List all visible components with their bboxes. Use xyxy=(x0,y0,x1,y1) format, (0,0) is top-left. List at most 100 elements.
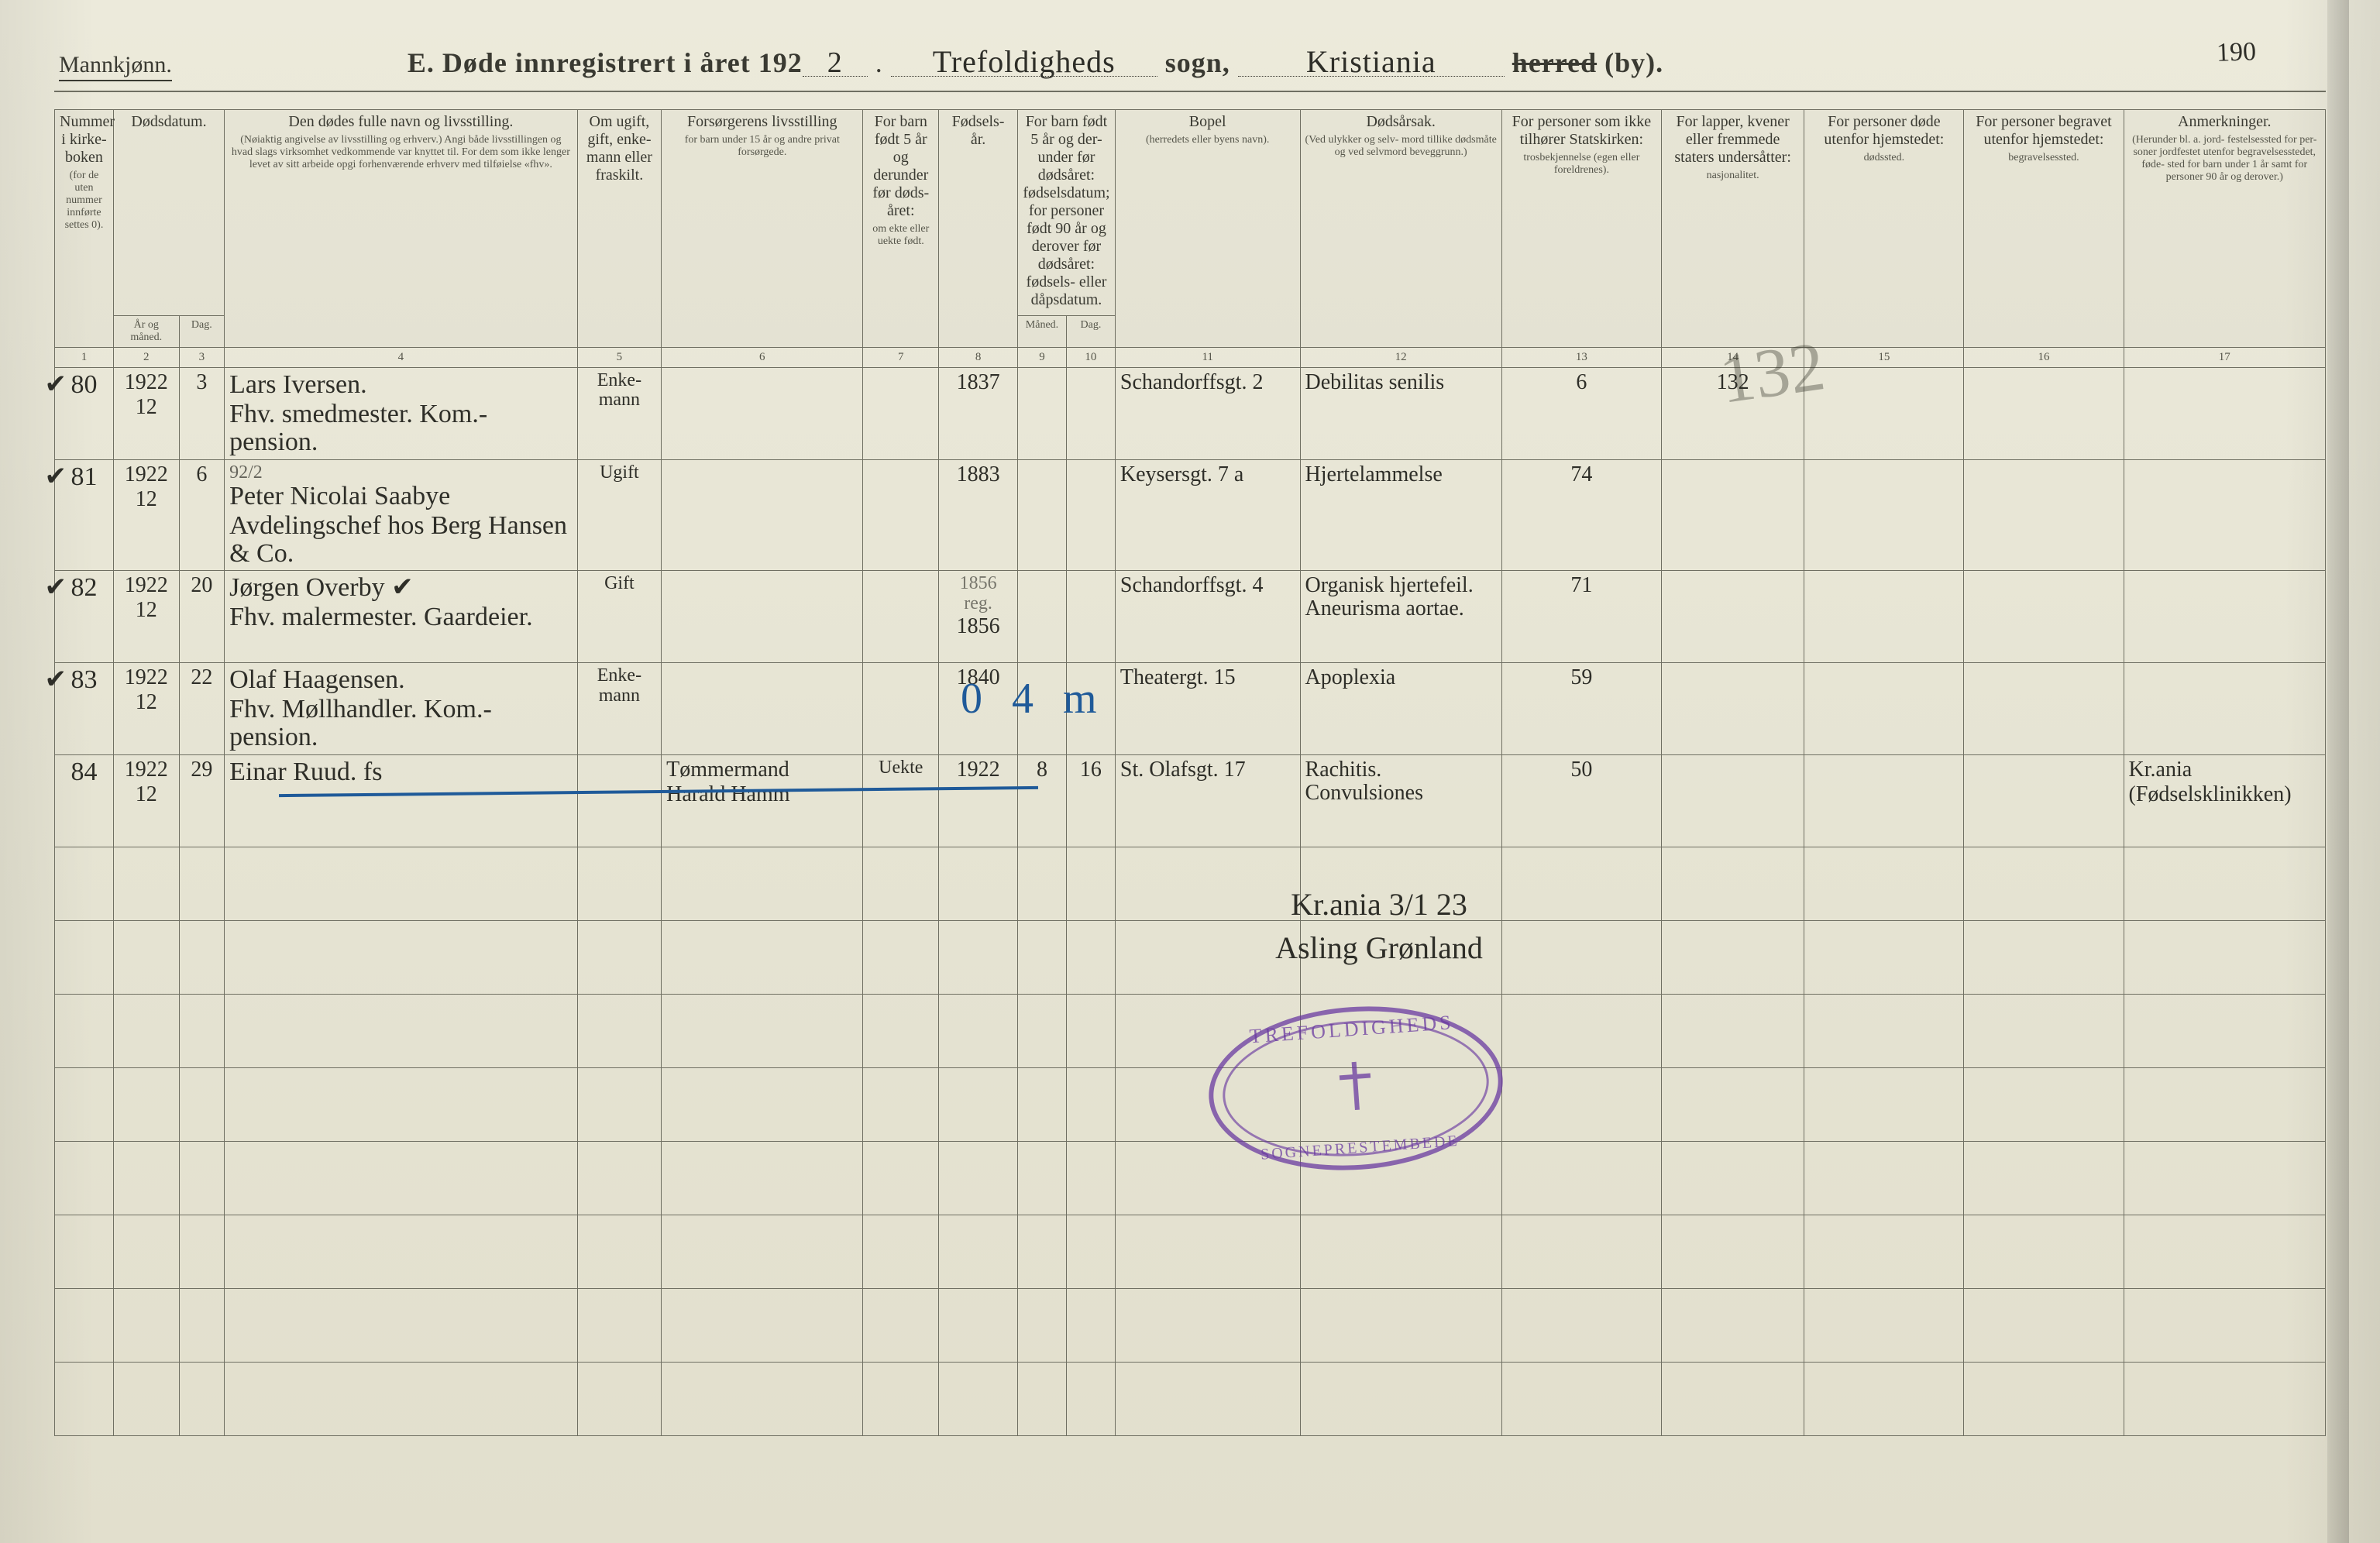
col-13: 6 xyxy=(1501,368,1661,460)
empty-cell xyxy=(662,1363,863,1436)
empty-cell xyxy=(939,995,1018,1068)
empty-cell xyxy=(577,1289,661,1363)
col-9-10-header: For barn født 5 år og der- under før død… xyxy=(1018,110,1116,316)
birth-day xyxy=(1066,571,1115,663)
signature-place-date: Kr.ania 3/1 23 xyxy=(1178,883,1580,926)
empty-cell xyxy=(1804,921,1964,995)
row-number: ✔81 xyxy=(55,460,114,571)
empty-cell xyxy=(179,921,225,995)
empty-cell xyxy=(577,1215,661,1289)
col-16 xyxy=(1964,755,2124,847)
empty-cell xyxy=(179,995,225,1068)
empty-cell xyxy=(225,847,578,921)
empty-cell xyxy=(1804,1363,1964,1436)
provider: TømmermandHarald Hamm xyxy=(662,755,863,847)
empty-cell xyxy=(1964,847,2124,921)
table-row-blank xyxy=(55,1068,2326,1142)
empty-cell xyxy=(1964,1068,2124,1142)
empty-cell xyxy=(113,921,179,995)
by-label: (by). xyxy=(1604,47,1663,78)
marital-status: Gift xyxy=(577,571,661,663)
empty-cell xyxy=(863,1289,939,1363)
birth-day xyxy=(1066,368,1115,460)
empty-cell xyxy=(1804,847,1964,921)
marital-status xyxy=(577,755,661,847)
empty-cell xyxy=(1501,1068,1661,1142)
column-number: 3 xyxy=(179,348,225,368)
provider xyxy=(662,460,863,571)
row-number: 84 xyxy=(55,755,114,847)
empty-cell xyxy=(1661,921,1804,995)
scanned-page: 190 Mannkjønn. E. Døde innregistrert i å… xyxy=(0,0,2380,1543)
title-sep: . xyxy=(875,47,883,78)
empty-cell xyxy=(113,847,179,921)
ledger-table: Nummer i kirke- boken(for de uten nummer… xyxy=(54,109,2326,1436)
column-number: 2 xyxy=(113,348,179,368)
table-row-blank xyxy=(55,995,2326,1068)
empty-cell xyxy=(577,921,661,995)
parish-stamp: TREFOLDIGHEDS SOGNEPRESTEMBEDE xyxy=(1203,997,1508,1180)
signature-name: Asling Grønland xyxy=(1178,926,1580,970)
birth-day xyxy=(1066,460,1115,571)
empty-cell xyxy=(2124,1142,2325,1215)
empty-cell xyxy=(1066,921,1115,995)
col-15 xyxy=(1804,368,1964,460)
birth-year: 1856 reg.1856 xyxy=(939,571,1018,663)
empty-cell xyxy=(179,1142,225,1215)
auditor-mark: 132 xyxy=(1714,326,1829,420)
col-13-header: For personer som ikke tilhører Statskirk… xyxy=(1501,110,1661,348)
col-7-header: For barn født 5 år og derunder før døds-… xyxy=(863,110,939,348)
col-13: 50 xyxy=(1501,755,1661,847)
empty-cell xyxy=(939,847,1018,921)
column-number: 15 xyxy=(1804,348,1964,368)
sogn-label: sogn, xyxy=(1165,47,1230,78)
birth-month xyxy=(1018,368,1067,460)
provider xyxy=(662,663,863,755)
empty-cell xyxy=(113,1363,179,1436)
empty-cell xyxy=(1964,921,2124,995)
empty-cell xyxy=(1661,1289,1804,1363)
empty-cell xyxy=(1804,1068,1964,1142)
provider xyxy=(662,368,863,460)
death-year-month: 192212 xyxy=(113,571,179,663)
empty-cell xyxy=(1066,995,1115,1068)
col-14 xyxy=(1661,571,1804,663)
empty-cell xyxy=(1018,1289,1067,1363)
legitimacy: Uekte xyxy=(863,755,939,847)
marital-status: Enke- mann xyxy=(577,368,661,460)
empty-cell xyxy=(1661,995,1804,1068)
empty-cell xyxy=(2124,847,2325,921)
remarks xyxy=(2124,663,2325,755)
residence: Schandorffsgt. 2 xyxy=(1115,368,1300,460)
empty-cell xyxy=(113,1068,179,1142)
empty-cell xyxy=(1066,1142,1115,1215)
provider xyxy=(662,571,863,663)
col-15 xyxy=(1804,460,1964,571)
empty-cell xyxy=(1115,1289,1300,1363)
page-number: 190 xyxy=(2216,38,2256,67)
empty-cell xyxy=(113,1142,179,1215)
name-occupation: 92/2Peter Nicolai SaabyeAvdelingschef ho… xyxy=(225,460,578,571)
page-gutter xyxy=(2327,0,2349,1543)
empty-cell xyxy=(577,995,661,1068)
empty-cell xyxy=(1066,1215,1115,1289)
column-number: 1 xyxy=(55,348,114,368)
birth-year: 1883 xyxy=(939,460,1018,571)
empty-cell xyxy=(2124,1289,2325,1363)
col-15-header: For personer døde utenfor hjemstedet:død… xyxy=(1804,110,1964,348)
residence: Keysersgt. 7 a xyxy=(1115,460,1300,571)
col-17-header: Anmerkninger.(Herunder bl. a. jord- fest… xyxy=(2124,110,2325,348)
year-suffix-fill: 2 xyxy=(803,50,868,77)
row-number: ✔83 xyxy=(55,663,114,755)
empty-cell xyxy=(55,1215,114,1289)
empty-cell xyxy=(2124,921,2325,995)
empty-cell xyxy=(225,1363,578,1436)
empty-cell xyxy=(1300,1215,1501,1289)
birth-month xyxy=(1018,571,1067,663)
empty-cell xyxy=(1018,995,1067,1068)
empty-cell xyxy=(1300,1289,1501,1363)
empty-cell xyxy=(1964,1289,2124,1363)
col-4-header: Den dødes fulle navn og livsstilling.(Nø… xyxy=(225,110,578,348)
empty-cell xyxy=(1501,1363,1661,1436)
blue-annotation: 0 4 m xyxy=(961,674,1106,723)
